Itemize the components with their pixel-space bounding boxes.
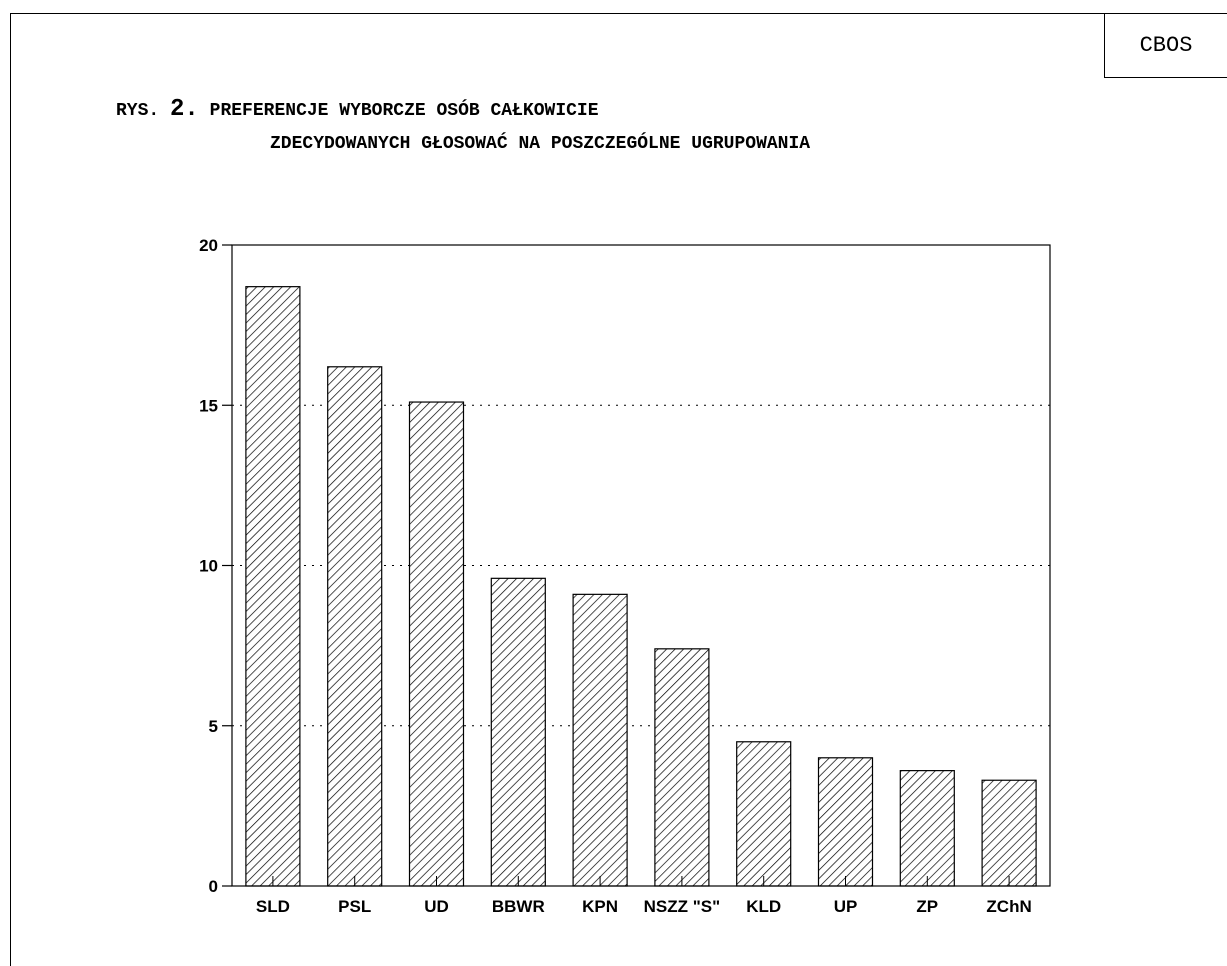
bar xyxy=(736,741,792,887)
title-prefix: RYS. xyxy=(116,101,160,121)
bar xyxy=(245,286,301,887)
bars xyxy=(245,286,1037,887)
y-tick-label: 0 xyxy=(209,877,218,896)
bar xyxy=(899,770,955,887)
bar xyxy=(981,779,1037,887)
x-tick-label: KPN xyxy=(582,897,618,916)
y-tick-label: 5 xyxy=(209,717,218,736)
bar xyxy=(408,401,465,887)
chart-title-line2: ZDECYDOWANYCH GŁOSOWAĆ NA POSZCZEGÓLNE U… xyxy=(270,134,811,154)
y-tick-label: 10 xyxy=(199,557,218,576)
bar xyxy=(572,593,628,887)
x-tick-label: KLD xyxy=(746,897,781,916)
bar xyxy=(654,648,710,887)
x-tick-label: ZChN xyxy=(986,897,1031,916)
cbos-badge: CBOS xyxy=(1104,13,1227,78)
bar xyxy=(490,577,546,887)
x-tick-label: NSZZ "S" xyxy=(644,897,721,916)
x-tick-label: PSL xyxy=(338,897,371,916)
x-tick-label: UD xyxy=(424,897,449,916)
chart-title-line1: RYS. 2. PREFERENCJE WYBORCZE OSÓB CAŁKOW… xyxy=(116,96,599,123)
x-tick-label: BBWR xyxy=(492,897,545,916)
y-tick-label: 20 xyxy=(199,236,218,255)
axis-labels: SLD PSL UD BBWR KPN NSZZ "S" KLD UP ZP ZChN 0 5 10 15… xyxy=(199,236,1032,916)
y-tick-label: 15 xyxy=(199,396,218,415)
page-frame-left xyxy=(10,13,11,966)
x-tick-label: ZP xyxy=(916,897,938,916)
x-tick-label: SLD xyxy=(256,897,290,916)
bar xyxy=(327,366,383,887)
title-text-line1: PREFERENCJE WYBORCZE OSÓB CAŁKOWICIE xyxy=(209,101,599,121)
page-frame-top xyxy=(10,13,1227,14)
title-number: 2. xyxy=(170,96,199,123)
x-tick-label: UP xyxy=(834,897,858,916)
axes xyxy=(222,244,1051,887)
bar xyxy=(817,757,874,887)
